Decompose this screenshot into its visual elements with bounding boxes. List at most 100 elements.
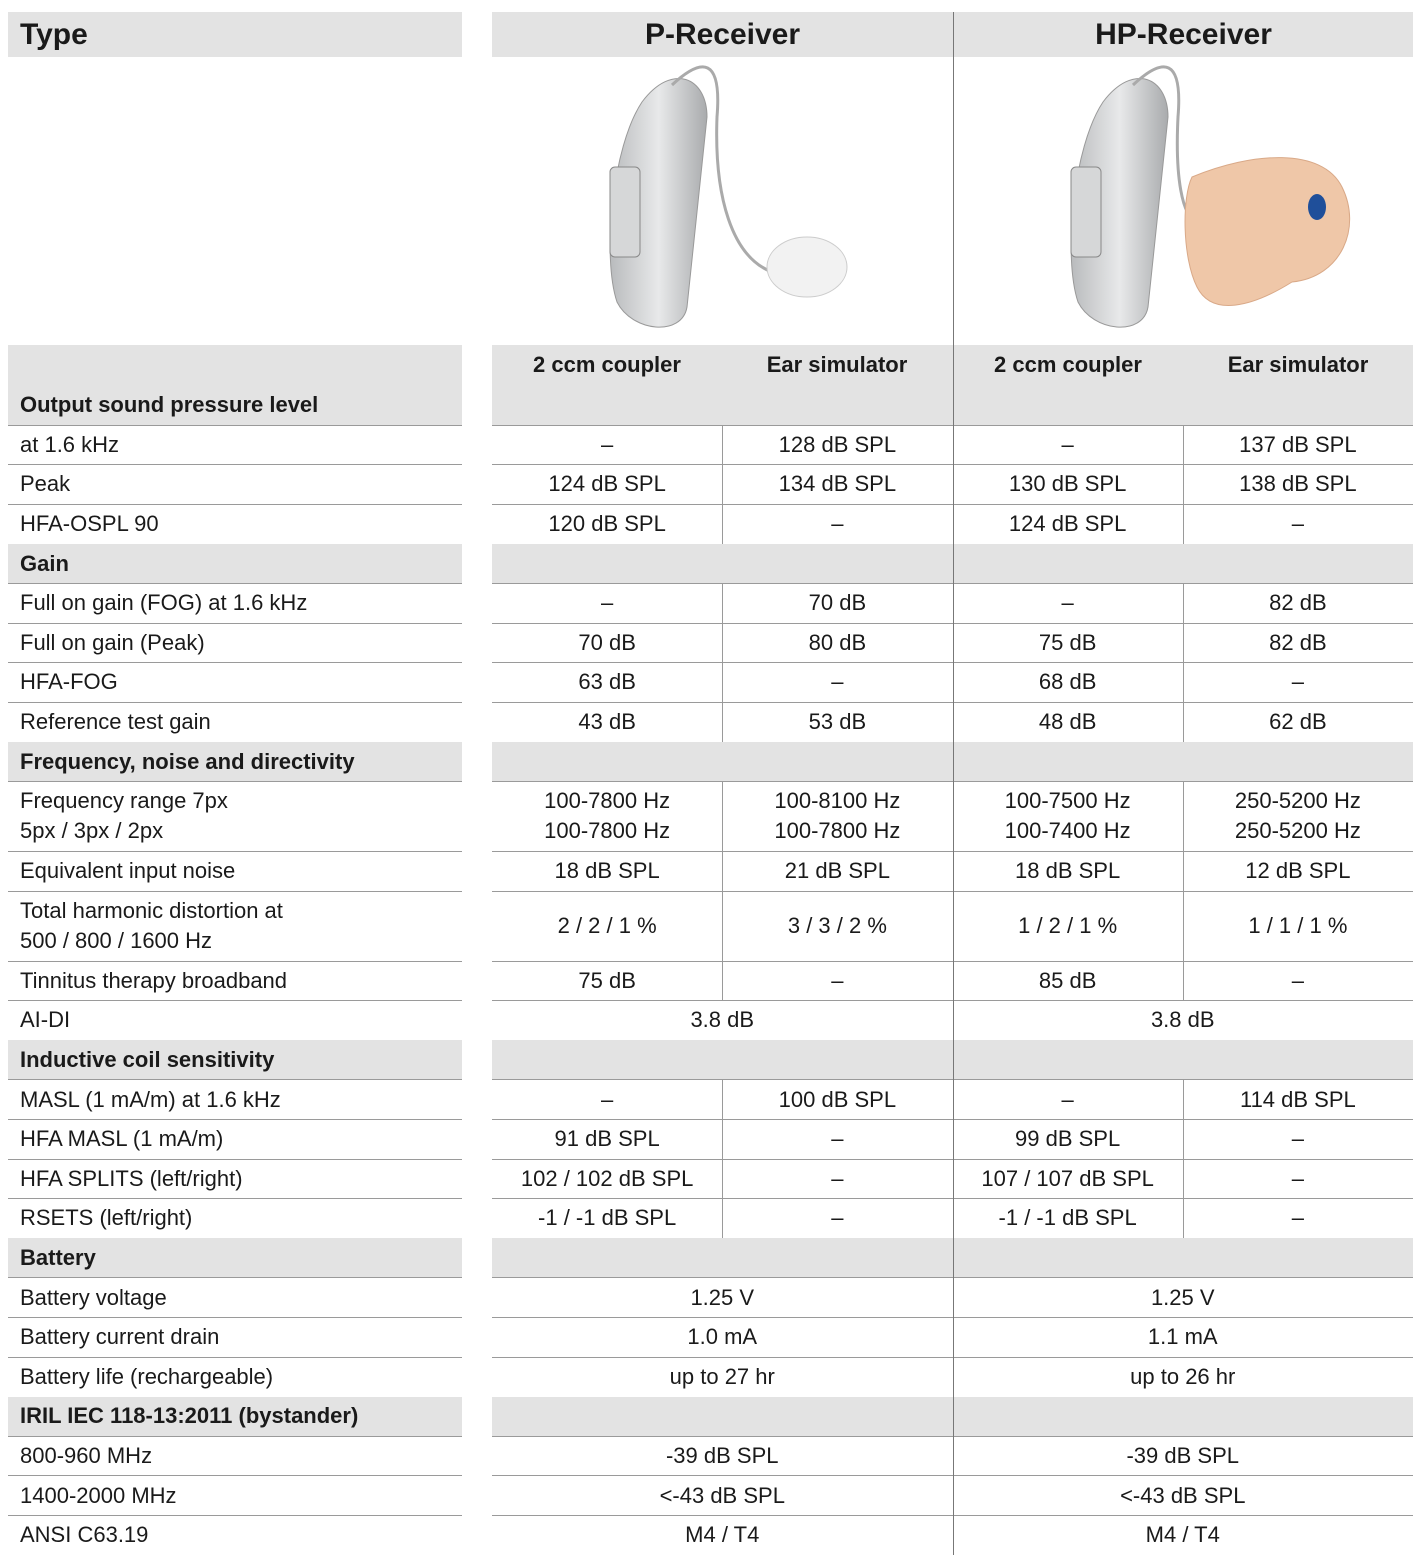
cell-value: 137 dB SPL <box>1183 425 1413 465</box>
cell-value: 48 dB <box>953 702 1183 742</box>
row-divider <box>8 1079 462 1080</box>
cell-divider <box>722 1199 723 1239</box>
row-divider <box>8 504 462 505</box>
cell-divider <box>1183 583 1184 623</box>
section-title: Gain <box>20 544 69 584</box>
cell-value: 1 / 2 / 1 % <box>953 891 1183 961</box>
cell-divider <box>722 1080 723 1120</box>
cell-divider <box>1183 961 1184 1001</box>
cell-divider <box>722 1119 723 1159</box>
cell-value: 102 / 102 dB SPL <box>492 1159 722 1199</box>
cell-divider <box>722 583 723 623</box>
row-divider <box>8 781 462 782</box>
cell-value: 3 / 3 / 2 % <box>722 891 952 961</box>
row-divider <box>8 1000 462 1001</box>
type-label: Type <box>20 12 88 57</box>
cell-divider <box>1183 663 1184 703</box>
cell-divider <box>1183 851 1184 891</box>
cell-value: -39 dB SPL <box>953 1436 1413 1476</box>
row-label: Battery life (rechargeable) <box>20 1357 462 1397</box>
row-label: Full on gain (Peak) <box>20 623 462 663</box>
cell-value: – <box>953 583 1183 623</box>
cell-value: – <box>722 1199 952 1239</box>
cell-value: 43 dB <box>492 702 722 742</box>
row-label: HFA SPLITS (left/right) <box>20 1159 462 1199</box>
row-label: at 1.6 kHz <box>20 425 462 465</box>
row-divider <box>8 623 462 624</box>
row-label: 800-960 MHz <box>20 1436 462 1476</box>
cell-value: 68 dB <box>953 663 1183 703</box>
hp-receiver-image <box>1071 67 1350 327</box>
row-label: Battery voltage <box>20 1278 462 1318</box>
cell-divider <box>1183 623 1184 663</box>
cell-value: 1.25 V <box>492 1278 953 1318</box>
cell-value: – <box>492 1080 722 1120</box>
row-label: Equivalent input noise <box>20 851 462 891</box>
cell-value: 70 dB <box>492 623 722 663</box>
row-divider <box>8 851 462 852</box>
row-label: MASL (1 mA/m) at 1.6 kHz <box>20 1080 462 1120</box>
cell-divider <box>1183 1199 1184 1239</box>
cell-value: 63 dB <box>492 663 722 703</box>
row-label: Full on gain (FOG) at 1.6 kHz <box>20 583 462 623</box>
cell-value: 120 dB SPL <box>492 504 722 544</box>
cell-value: up to 26 hr <box>953 1357 1413 1397</box>
row-divider <box>8 961 462 962</box>
cell-value: 75 dB <box>953 623 1183 663</box>
row-divider <box>8 464 462 465</box>
cell-value: 1.25 V <box>953 1278 1413 1318</box>
cell-value: 82 dB <box>1183 623 1413 663</box>
cell-divider <box>722 465 723 505</box>
cell-value: <-43 dB SPL <box>492 1476 953 1516</box>
cell-value: 91 dB SPL <box>492 1119 722 1159</box>
cell-value: up to 27 hr <box>492 1357 953 1397</box>
subcolumn-title: 2 ccm coupler <box>492 350 722 380</box>
cell-divider <box>1183 1159 1184 1199</box>
cell-value: 3.8 dB <box>953 1001 1413 1041</box>
cell-value: 134 dB SPL <box>722 465 952 505</box>
cell-value: 21 dB SPL <box>722 851 952 891</box>
spec-table: TypeP-ReceiverHP-Receiver2 ccm couplerEa… <box>0 0 1413 1555</box>
cell-value: <-43 dB SPL <box>953 1476 1413 1516</box>
cell-divider <box>1183 1080 1184 1120</box>
cell-value: 100-7800 Hz 100-7800 Hz <box>492 781 722 851</box>
row-label: HFA MASL (1 mA/m) <box>20 1119 462 1159</box>
cell-value: – <box>492 425 722 465</box>
p-receiver-image <box>610 67 847 327</box>
cell-value: – <box>722 1159 952 1199</box>
cell-value: 80 dB <box>722 623 952 663</box>
cell-divider <box>722 702 723 742</box>
row-divider <box>8 1357 462 1358</box>
row-divider <box>8 1119 462 1120</box>
cell-divider <box>722 623 723 663</box>
cell-divider <box>1183 891 1184 961</box>
subcolumn-title: Ear simulator <box>722 350 952 380</box>
cell-value: 18 dB SPL <box>492 851 722 891</box>
row-label: Frequency range 7px 5px / 3px / 2px <box>20 781 462 851</box>
cell-value: – <box>1183 1159 1413 1199</box>
section-title: IRIL IEC 118-13:2011 (bystander) <box>20 1397 358 1437</box>
row-label: Battery current drain <box>20 1317 462 1357</box>
row-divider <box>8 891 462 892</box>
cell-value: 100-8100 Hz 100-7800 Hz <box>722 781 952 851</box>
cell-value: 12 dB SPL <box>1183 851 1413 891</box>
cell-divider <box>1183 1119 1184 1159</box>
cell-divider <box>722 504 723 544</box>
cell-value: – <box>953 1080 1183 1120</box>
section-title: Output sound pressure level <box>20 390 318 420</box>
cell-value: 82 dB <box>1183 583 1413 623</box>
cell-value: – <box>1183 663 1413 703</box>
cell-value: – <box>722 961 952 1001</box>
row-divider <box>8 1277 462 1278</box>
cell-value: – <box>722 1119 952 1159</box>
cell-value: 99 dB SPL <box>953 1119 1183 1159</box>
cell-value: -1 / -1 dB SPL <box>953 1199 1183 1239</box>
row-divider <box>8 1198 462 1199</box>
row-divider <box>8 1159 462 1160</box>
cell-value: – <box>1183 961 1413 1001</box>
cell-value: – <box>1183 504 1413 544</box>
cell-divider <box>722 961 723 1001</box>
row-divider <box>8 425 462 426</box>
cell-divider <box>1183 781 1184 851</box>
column-divider <box>953 12 954 1555</box>
